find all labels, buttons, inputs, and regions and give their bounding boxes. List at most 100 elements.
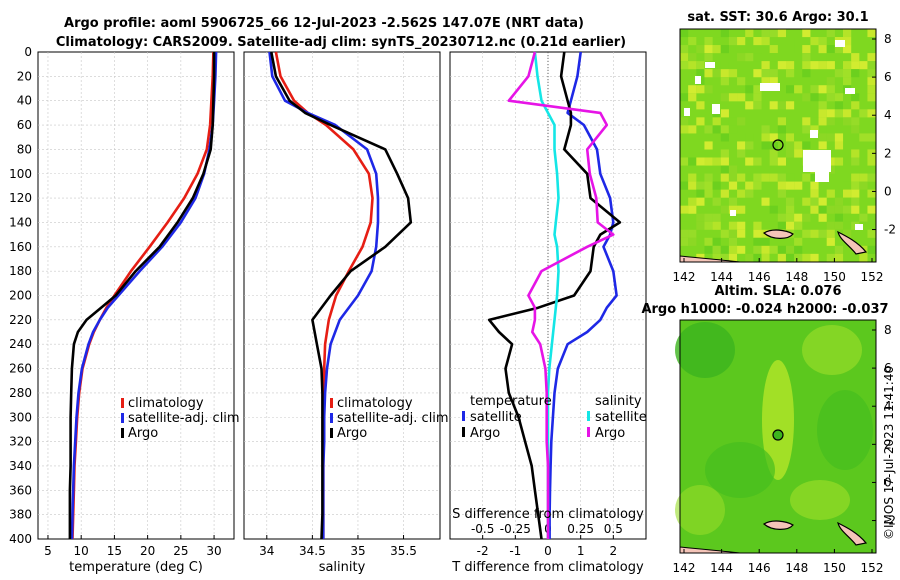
depth-tick-label: 80 [17, 142, 32, 156]
sst-cell [680, 157, 689, 166]
sst-cell [802, 173, 811, 182]
legend-label-t-satellite: satellite [470, 410, 522, 425]
sst-cell [712, 253, 721, 262]
imos-watermark: ©IMOS 17-Jul-2023 11:41:40 [882, 366, 896, 540]
sst-cell [728, 69, 738, 78]
sst-cell [834, 101, 844, 110]
sst-cell [728, 165, 738, 174]
sst-cell [720, 245, 729, 254]
sst-cell [728, 197, 738, 206]
depth-tick-label: 120 [9, 191, 32, 205]
salinity-xlabel: salinity [319, 560, 366, 575]
sst-cell [680, 125, 689, 134]
sla-map-ticks: 142 144 146 148 150 152 8 6 4 2 0 -2 [673, 323, 896, 575]
sst-cell [777, 101, 786, 110]
salinity-panel: 34 34.5 35 35.5 salinity climatology satell… [243, 51, 449, 575]
sla-map-panel: Altim. SLA: 0.076 Argo h1000: -0.024 h20… [641, 284, 896, 575]
sst-cell [769, 213, 778, 222]
argo-location-marker [772, 139, 784, 151]
depth-tick-label: 340 [9, 459, 32, 473]
sst-cell [761, 253, 770, 262]
sst-cell [761, 245, 770, 254]
map-x-tick-label: 146 [748, 270, 771, 284]
sst-cell [794, 221, 803, 230]
sst-cell [826, 229, 835, 238]
map-x-tick-label: 142 [673, 270, 696, 284]
sst-cell [834, 45, 844, 54]
sst-cell [785, 221, 795, 230]
sst-cell [867, 29, 876, 38]
sst-gap [845, 88, 855, 94]
legend-swatch-s-argo [587, 427, 590, 437]
sst-cell [728, 125, 738, 134]
sst-cell [728, 253, 738, 262]
legend-label-argo: Argo [337, 426, 367, 441]
s-difference-tick-labels: -0.5 -0.25 0 0.25 0.5 [471, 522, 623, 536]
map-y-tick-label: 0 [884, 184, 892, 198]
legend-label-climatology: climatology [128, 396, 204, 411]
sst-cell [680, 181, 689, 190]
sst-cell [843, 61, 852, 70]
sst-cell [753, 85, 762, 94]
legend-label-s-argo: Argo [595, 426, 625, 441]
sst-cell [851, 69, 860, 78]
depth-tick-label: 60 [17, 118, 32, 132]
sst-gap [803, 150, 831, 172]
x-tick-label: 35.5 [390, 544, 417, 558]
sst-cell [720, 157, 729, 166]
sst-gap [810, 130, 818, 138]
sst-cell [720, 165, 729, 174]
sst-cell [696, 213, 705, 222]
sst-cell [794, 213, 803, 222]
map-y-tick-label: 8 [884, 323, 892, 337]
sst-cell [728, 245, 738, 254]
depth-tick-label: 400 [9, 532, 32, 546]
sst-cell [728, 237, 738, 246]
sst-cell [761, 133, 770, 142]
sst-cell [753, 181, 762, 190]
sst-cell [851, 117, 860, 126]
sst-cell [761, 197, 770, 206]
sst-cell [712, 213, 721, 222]
depth-tick-label: 300 [9, 410, 32, 424]
sst-cell [818, 213, 827, 222]
sst-cell [753, 93, 762, 102]
sst-cell [720, 45, 729, 54]
map-x-tick-label: 144 [710, 270, 733, 284]
map-y-tick-label: 6 [884, 70, 892, 84]
sst-cell [785, 45, 795, 54]
sst-cell [696, 101, 705, 110]
sst-cell [688, 181, 697, 190]
sst-cell [696, 165, 705, 174]
sst-cell [688, 93, 697, 102]
sst-cell [712, 29, 721, 38]
sst-cell [720, 189, 729, 198]
sst-cell [794, 245, 803, 254]
sst-cell [810, 61, 819, 70]
sst-cell [851, 173, 860, 182]
sst-cell [859, 173, 868, 182]
sst-gap [695, 76, 701, 84]
map-y-tick-label: 4 [884, 108, 892, 122]
sst-cell [680, 45, 689, 54]
sst-cell [737, 245, 746, 254]
sst-cell [810, 197, 819, 206]
depth-tick-label: 40 [17, 94, 32, 108]
sst-cell [688, 53, 697, 62]
main-title-line1: Argo profile: aoml 5906725_66 12-Jul-202… [64, 16, 584, 31]
sst-cell [769, 245, 778, 254]
sst-cell [794, 181, 803, 190]
sst-cell [737, 37, 746, 46]
sst-cell [745, 141, 754, 150]
sst-cell [826, 29, 835, 38]
sst-cell [688, 37, 697, 46]
sst-cell [810, 93, 819, 102]
sst-cell [826, 53, 835, 62]
sst-cell [867, 133, 876, 142]
sst-cell [769, 69, 778, 78]
sst-cell [818, 37, 827, 46]
sst-cell [834, 253, 844, 262]
sst-cell [867, 149, 876, 158]
map-x-tick-label: 152 [861, 270, 884, 284]
sst-cell [843, 197, 852, 206]
